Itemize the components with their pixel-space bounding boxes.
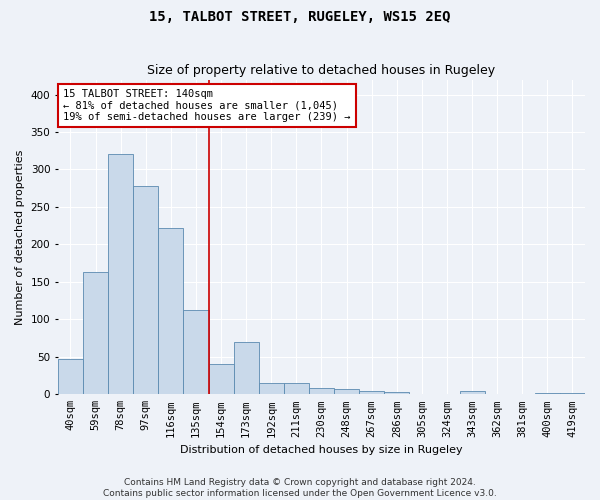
Text: 15, TALBOT STREET, RUGELEY, WS15 2EQ: 15, TALBOT STREET, RUGELEY, WS15 2EQ [149, 10, 451, 24]
Title: Size of property relative to detached houses in Rugeley: Size of property relative to detached ho… [148, 64, 496, 77]
Bar [233, 342, 259, 394]
Bar [108, 154, 133, 394]
Bar [560, 393, 585, 394]
Text: 15 TALBOT STREET: 140sqm
← 81% of detached houses are smaller (1,045)
19% of sem: 15 TALBOT STREET: 140sqm ← 81% of detach… [63, 89, 351, 122]
Bar [83, 272, 108, 394]
Bar [133, 186, 158, 394]
Text: Contains HM Land Registry data © Crown copyright and database right 2024.
Contai: Contains HM Land Registry data © Crown c… [103, 478, 497, 498]
X-axis label: Distribution of detached houses by size in Rugeley: Distribution of detached houses by size … [180, 445, 463, 455]
Bar [460, 392, 485, 394]
Bar [309, 388, 334, 394]
Bar [384, 392, 409, 394]
Bar [259, 383, 284, 394]
Y-axis label: Number of detached properties: Number of detached properties [15, 149, 25, 324]
Bar [535, 393, 560, 394]
Bar [209, 364, 233, 394]
Bar [184, 310, 209, 394]
Bar [359, 392, 384, 394]
Bar [284, 383, 309, 394]
Bar [58, 359, 83, 394]
Bar [334, 389, 359, 394]
Bar [158, 228, 184, 394]
